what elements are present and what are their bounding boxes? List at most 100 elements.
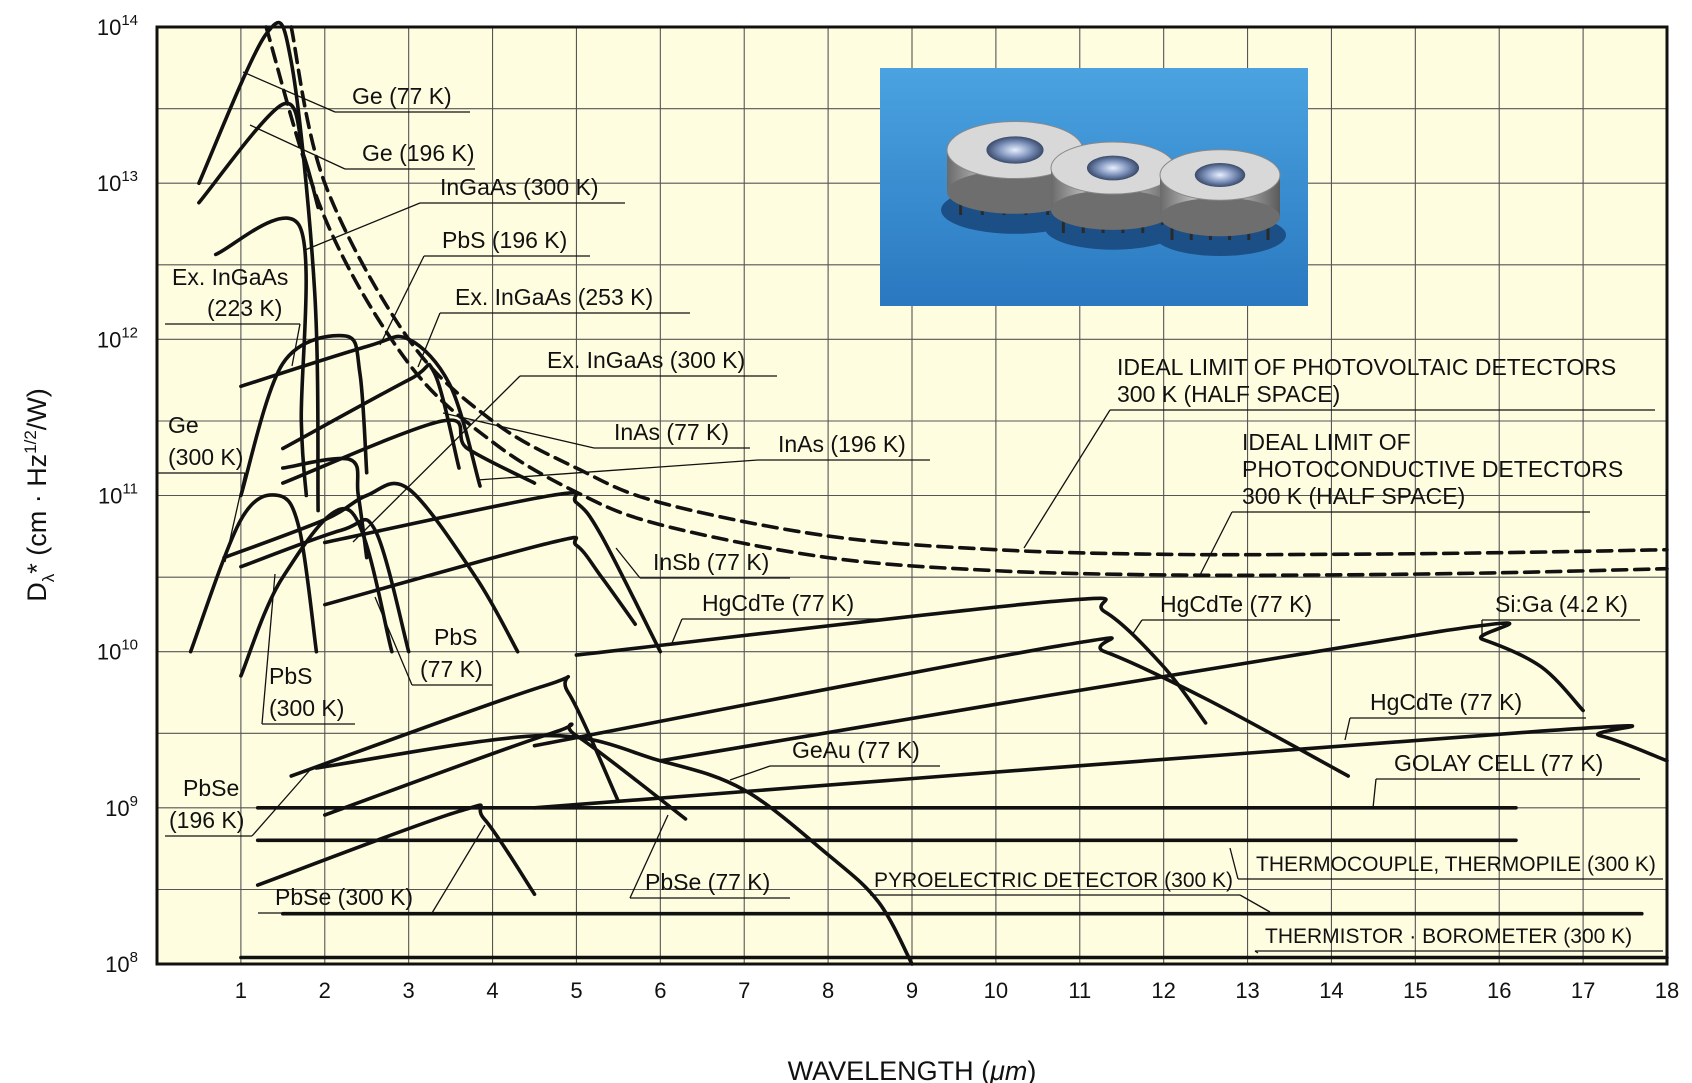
detector-base xyxy=(1051,190,1175,230)
y-tick-label: 108 xyxy=(105,949,138,977)
label-leader xyxy=(442,412,595,449)
x-tick-label: 12 xyxy=(1151,978,1175,1003)
label-leader xyxy=(379,255,425,346)
curve-label: PbS xyxy=(434,624,477,650)
curve-27 xyxy=(264,25,1669,578)
curve-11 xyxy=(239,517,411,654)
x-tick-label: 13 xyxy=(1235,978,1259,1003)
x-tick-label: 18 xyxy=(1655,978,1679,1003)
curve-label: GOLAY CELL (77 K) xyxy=(1394,750,1603,776)
curve-label: HgCdTe (77 K) xyxy=(702,590,854,616)
curve-label: HgCdTe (77 K) xyxy=(1160,591,1312,617)
label-leader xyxy=(1229,847,1239,880)
label-leader xyxy=(1131,619,1143,636)
curve-label: PbSe xyxy=(183,775,239,801)
y-tick-label: 109 xyxy=(105,793,138,821)
curve-label: Ge xyxy=(168,412,199,438)
label-leader xyxy=(629,814,669,899)
curve-labels: Ge (77 K) Ge (196 K) InGaAs (300 K) Ex. InG… xyxy=(168,83,1656,948)
curve-label: IDEAL LIMIT OF PHOTOVOLTAIC DETECTORS xyxy=(1117,354,1616,380)
curve-label: 300 K (HALF SPACE) xyxy=(1242,483,1465,509)
label-leader xyxy=(291,323,301,367)
x-tick-label: 1 xyxy=(235,978,247,1003)
x-tick-label: 9 xyxy=(906,978,918,1003)
y-axis-title: Dλ* (cm · Hz1/2/W) xyxy=(21,388,58,602)
curve-label: PHOTOCONDUCTIVE DETECTORS xyxy=(1242,456,1623,482)
x-tick-label: 7 xyxy=(738,978,750,1003)
curve-26 xyxy=(289,25,1669,557)
label-leader xyxy=(1344,717,1351,741)
x-tick-label: 6 xyxy=(654,978,666,1003)
x-tick-label: 14 xyxy=(1319,978,1343,1003)
x-tick-label: 5 xyxy=(570,978,582,1003)
label-leader xyxy=(431,824,486,914)
label-leader xyxy=(304,202,421,251)
x-tick-label: 15 xyxy=(1403,978,1427,1003)
y-tick-label: 1011 xyxy=(98,481,138,509)
curve-5 xyxy=(281,362,461,470)
y-tick-label: 1014 xyxy=(97,12,138,40)
curve-13 xyxy=(323,535,637,626)
label-leader xyxy=(1239,894,1271,913)
x-tick-label: 17 xyxy=(1571,978,1595,1003)
detector-window xyxy=(1086,155,1140,181)
curve-label: HgCdTe (77 K) xyxy=(1370,689,1522,715)
curve-7 xyxy=(281,418,537,485)
label-leader xyxy=(374,596,413,686)
x-tick-label: 4 xyxy=(486,978,498,1003)
curve-label: PbSe (77 K) xyxy=(645,869,770,895)
curve-19 xyxy=(323,722,688,821)
label-leader xyxy=(615,547,641,579)
x-tick-label: 11 xyxy=(1068,978,1091,1003)
curve-14 xyxy=(574,596,1208,725)
curve-10 xyxy=(239,506,394,678)
curve-label: (77 K) xyxy=(420,656,483,682)
label-leader xyxy=(417,312,441,368)
curve-label: GeAu (77 K) xyxy=(792,737,920,763)
curve-label: IDEAL LIMIT OF xyxy=(1242,429,1411,455)
curve-label: (223 K) xyxy=(207,295,282,321)
leader-lines xyxy=(158,71,1663,954)
curve-label: InGaAs (300 K) xyxy=(440,174,599,200)
x-axis-title: WAVELENGTH (μm) xyxy=(788,1056,1037,1083)
curve-label: InAs (196 K) xyxy=(778,431,906,457)
curve-0 xyxy=(197,20,320,513)
curve-label: PbS (196 K) xyxy=(442,227,567,253)
label-leader xyxy=(251,769,311,837)
label-leader xyxy=(242,71,336,113)
curve-8 xyxy=(222,481,520,654)
curve-label: Ge (77 K) xyxy=(352,83,452,109)
curve-label: InAs (77 K) xyxy=(614,419,729,445)
x-tick-label: 10 xyxy=(984,978,1008,1003)
label-leader xyxy=(1254,950,1259,954)
curve-label: (300 K) xyxy=(168,444,243,470)
y-tick-label: 1013 xyxy=(97,168,138,196)
label-leader xyxy=(224,472,246,563)
label-leader xyxy=(476,459,759,481)
detector-window xyxy=(986,136,1044,164)
curve-label: Ex. InGaAs (300 K) xyxy=(547,347,745,373)
x-tick-label: 16 xyxy=(1487,978,1511,1003)
detector-base xyxy=(1160,197,1280,237)
y-tick-labels: 108 109 1010 1011 1012 1013 1014 xyxy=(97,12,138,977)
curve-label: PbSe (300 K) xyxy=(275,884,413,910)
curve-label: PbS xyxy=(269,663,312,689)
label-leader xyxy=(261,573,276,725)
detector-base xyxy=(947,170,1083,214)
curve-20 xyxy=(255,803,537,896)
label-leader xyxy=(1023,409,1111,549)
curve-18 xyxy=(289,674,621,804)
curve-label: Ex. InGaAs (253 K) xyxy=(455,284,653,310)
curve-label: InSb (77 K) xyxy=(653,549,769,575)
curve-17 xyxy=(532,724,1669,810)
curve-12 xyxy=(323,491,663,654)
curve-label: 300 K (HALF SPACE) xyxy=(1117,381,1340,407)
y-tick-label: 1012 xyxy=(97,324,138,352)
label-leader xyxy=(1199,511,1233,576)
curve-6 xyxy=(281,456,369,560)
curve-label: Ge (196 K) xyxy=(362,140,475,166)
x-tick-labels: 1 2 3 4 5 6 7 8 9 10 11 12 13 14 15 16 17 18 xyxy=(235,978,1679,1003)
x-tick-label: 3 xyxy=(403,978,415,1003)
label-leader xyxy=(729,765,771,781)
